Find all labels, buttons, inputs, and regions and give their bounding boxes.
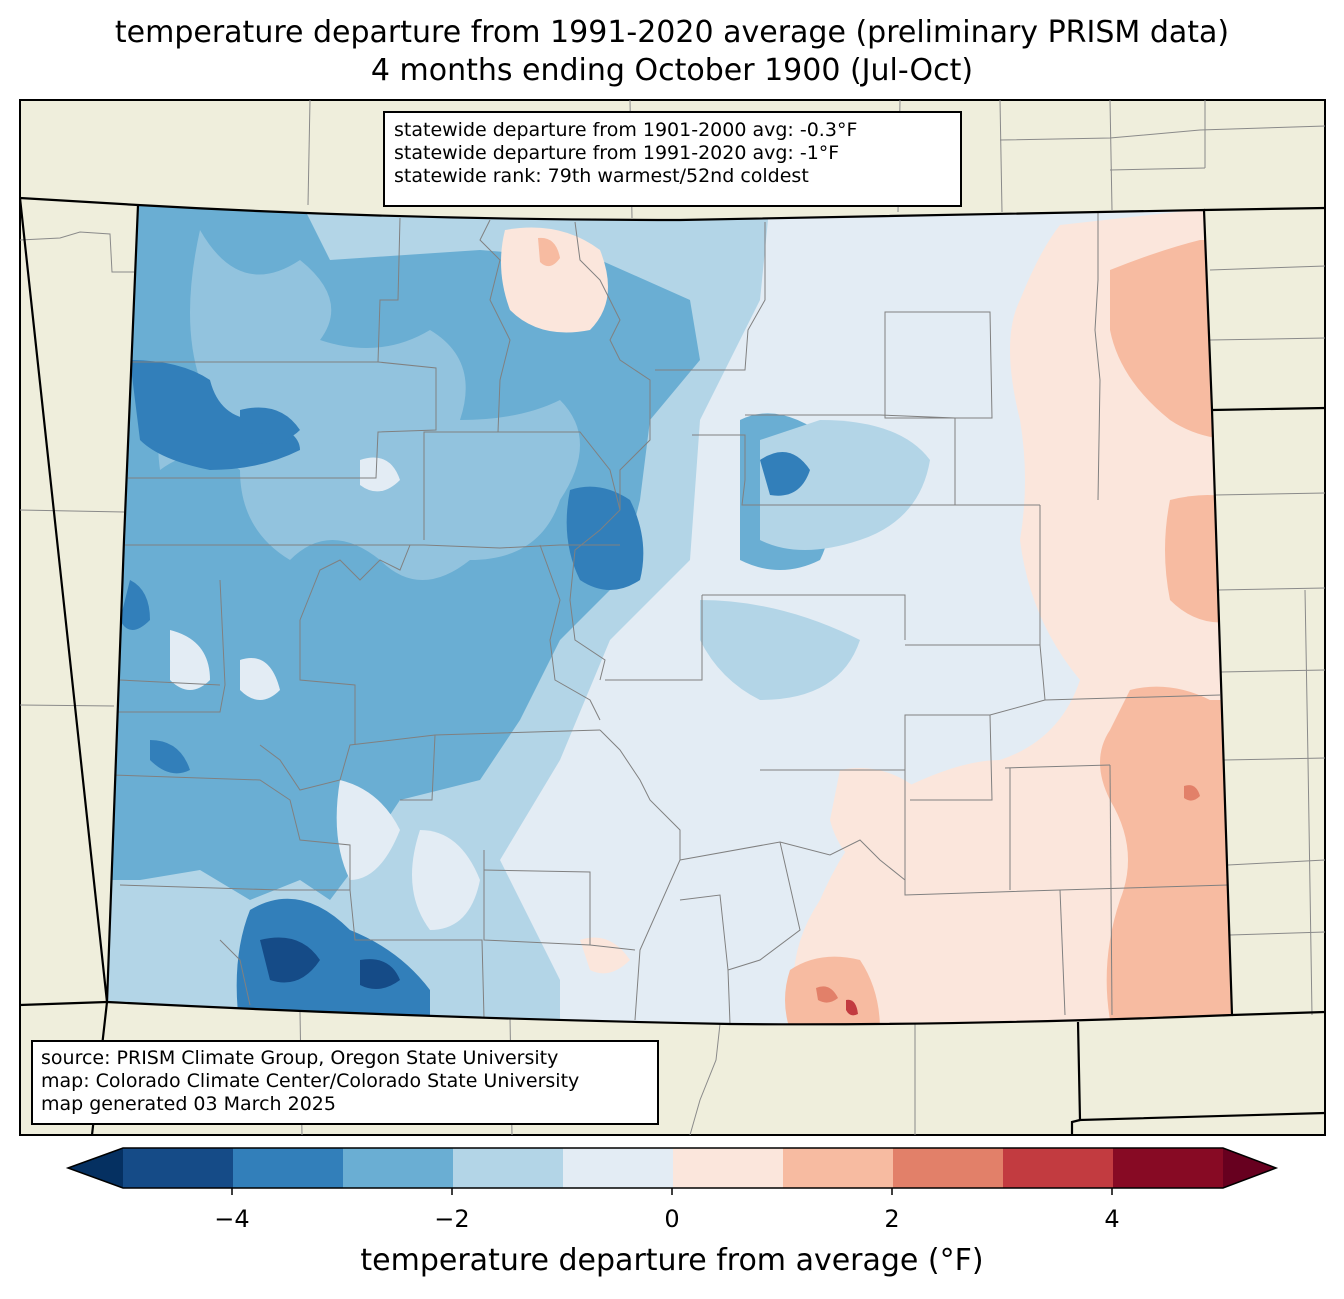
colorbar-bin [453,1148,564,1188]
colorbar-bin [1003,1148,1114,1188]
colorbar-label: temperature departure from average (°F) [360,1243,984,1278]
colorbar-bin [233,1148,344,1188]
colorbar-bin [343,1148,454,1188]
colorbar-tick-label: 4 [1104,1205,1120,1233]
colorbar-tick-label: 0 [664,1205,680,1233]
source-line: source: PRISM Climate Group, Oregon Stat… [41,1047,559,1069]
colorbar-bin [893,1148,1004,1188]
colorado-county-lines [111,212,1229,1025]
colorado-shading [107,205,1232,1025]
colorbar-outline [65,1147,1279,1189]
colorbar-bin [563,1148,674,1188]
colorbar [65,1147,1279,1195]
colorbar-extend-high [1223,1148,1276,1188]
stat-departure-1901-2000: statewide departure from 1901-2000 avg: … [394,119,858,141]
source-box: source: PRISM Climate Group, Oregon Stat… [31,1040,659,1125]
statewide-stats-box: statewide departure from 1901-2000 avg: … [383,111,962,207]
colorbar-tick-label: −2 [434,1205,470,1233]
map-subtitle: 4 months ending October 1900 (Jul-Oct) [370,53,974,88]
colorbar-tick-label: −4 [214,1205,250,1233]
stat-departure-1991-2020: statewide departure from 1991-2020 avg: … [394,142,840,164]
map-credit-line: map: Colorado Climate Center/Colorado St… [41,1070,580,1092]
colorbar-bin [673,1148,784,1188]
map-title: temperature departure from 1991-2020 ave… [114,15,1230,50]
stat-rank: statewide rank: 79th warmest/52nd coldes… [394,165,809,187]
colorbar-tick-label: 2 [884,1205,900,1233]
colorbar-bin [783,1148,894,1188]
generated-date-line: map generated 03 March 2025 [41,1093,336,1115]
colorbar-bin [1113,1148,1224,1188]
colorbar-extend-low [68,1148,123,1188]
colorbar-bin [123,1148,234,1188]
neighbor-county-lines [20,100,1325,1135]
